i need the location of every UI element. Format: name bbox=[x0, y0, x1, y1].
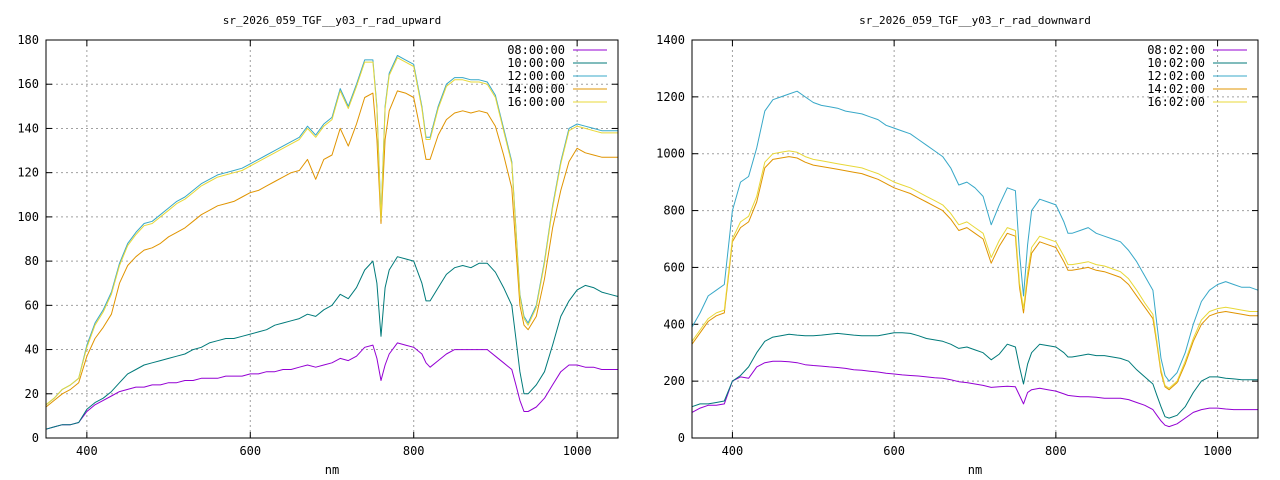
x-tick-label: 400 bbox=[76, 444, 98, 458]
legend-label: 16:00:00 bbox=[507, 95, 565, 109]
chart-1: sr_2026_059_TGF__y03_r_rad_upward 0 20 40 60… bbox=[17, 14, 619, 477]
y-tick-label: 1000 bbox=[656, 147, 685, 161]
series-line-100000 bbox=[45, 256, 619, 430]
y-tick-label: 80 bbox=[25, 254, 39, 268]
x-tick-label: 800 bbox=[1045, 444, 1067, 458]
x-tick-label: 600 bbox=[239, 444, 261, 458]
y-tick-label: 160 bbox=[17, 77, 39, 91]
series-line-140000 bbox=[45, 90, 618, 408]
legend-label: 14:00:00 bbox=[507, 82, 565, 96]
y-tick-label: 1400 bbox=[656, 33, 685, 47]
plot-frame bbox=[691, 39, 1259, 439]
x-axis-label: nm bbox=[968, 463, 982, 477]
y-tick-label: 1200 bbox=[656, 90, 685, 104]
x-tick-label: 600 bbox=[883, 444, 905, 458]
y-tick-label: 400 bbox=[663, 317, 685, 331]
y-tick-label: 40 bbox=[25, 343, 39, 357]
series-line-160200 bbox=[691, 150, 1258, 389]
plot-frame bbox=[45, 39, 619, 439]
legend-label: 12:02:00 bbox=[1147, 69, 1205, 83]
chart-2: sr_2026_059_TGF__y03_r_rad_downward 0 200 4… bbox=[656, 14, 1259, 477]
x-tick-label: 1000 bbox=[1203, 444, 1232, 458]
legend-label: 16:02:00 bbox=[1147, 95, 1205, 109]
y-tick-label: 60 bbox=[25, 298, 39, 312]
y-tick-label: 20 bbox=[25, 387, 39, 401]
y-tick-label: 100 bbox=[17, 210, 39, 224]
chart-title: sr_2026_059_TGF__y03_r_rad_downward bbox=[859, 14, 1091, 27]
series-line-160000 bbox=[45, 57, 618, 406]
y-tick-label: 0 bbox=[32, 431, 39, 445]
y-tick-label: 0 bbox=[678, 431, 685, 445]
legend-label: 10:02:00 bbox=[1147, 56, 1205, 70]
legend-label: 12:00:00 bbox=[507, 69, 565, 83]
x-tick-label: 1000 bbox=[563, 444, 592, 458]
x-axis-label: nm bbox=[325, 463, 339, 477]
series-line-120200 bbox=[691, 90, 1259, 382]
x-tick-label: 400 bbox=[722, 444, 744, 458]
series-line-140200 bbox=[691, 156, 1258, 391]
x-tick-label: 800 bbox=[403, 444, 425, 458]
legend-label: 14:02:00 bbox=[1147, 82, 1205, 96]
legend-label: 08:02:00 bbox=[1147, 43, 1205, 57]
legend-label: 08:00:00 bbox=[507, 43, 565, 57]
legend-label: 10:00:00 bbox=[507, 56, 565, 70]
y-tick-label: 180 bbox=[17, 33, 39, 47]
y-tick-label: 120 bbox=[17, 166, 39, 180]
y-tick-label: 600 bbox=[663, 260, 685, 274]
y-tick-label: 200 bbox=[663, 374, 685, 388]
y-tick-label: 140 bbox=[17, 121, 39, 135]
series-line-100200 bbox=[691, 332, 1258, 419]
series-line-080200 bbox=[691, 360, 1258, 428]
y-tick-label: 800 bbox=[663, 204, 685, 218]
chart-title: sr_2026_059_TGF__y03_r_rad_upward bbox=[223, 14, 442, 27]
series-line-080000 bbox=[45, 342, 618, 430]
